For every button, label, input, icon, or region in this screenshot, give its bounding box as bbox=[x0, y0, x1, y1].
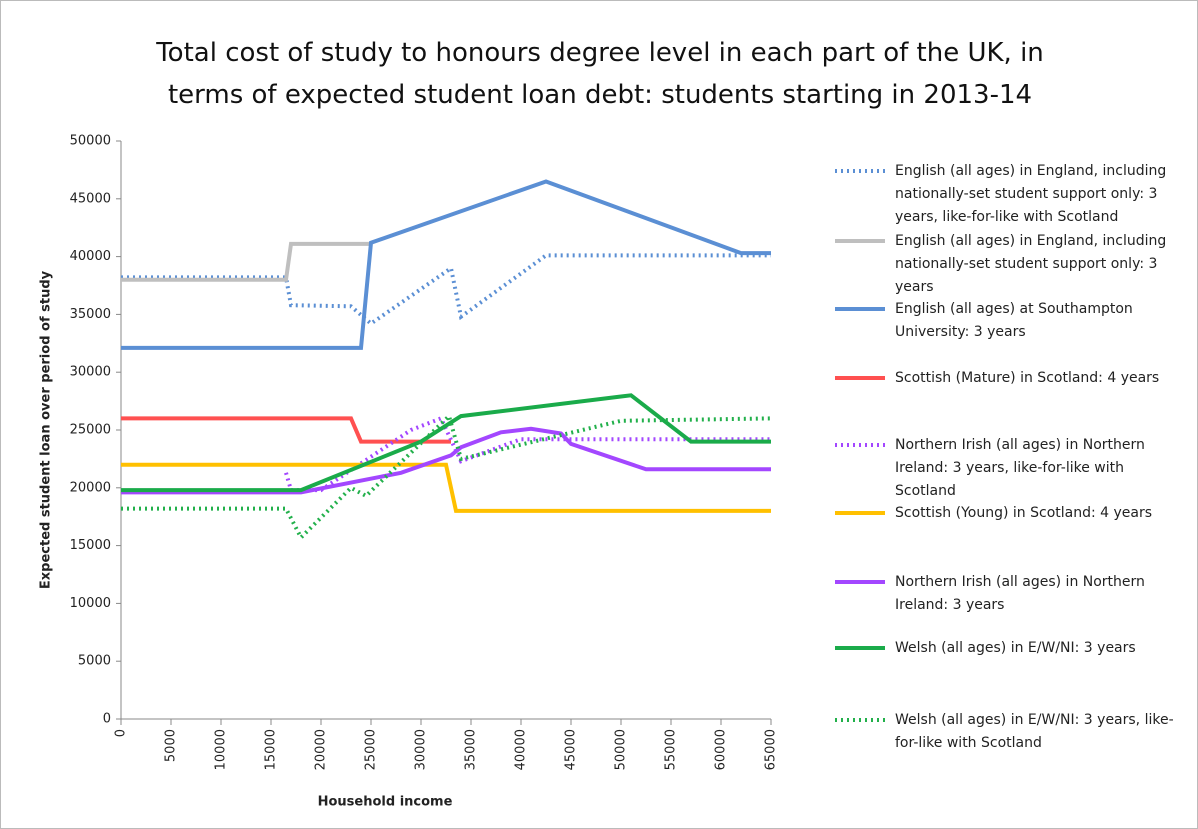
series-line bbox=[284, 415, 771, 493]
series-line bbox=[121, 393, 771, 493]
x-tick-label: 10000 bbox=[214, 729, 229, 770]
y-tick-label: 20000 bbox=[70, 480, 111, 495]
x-tick-label: 60000 bbox=[714, 729, 729, 770]
series-line bbox=[121, 416, 451, 444]
legend-label: Welsh (all ages) in E/W/NI: 3 years, lik… bbox=[895, 712, 1174, 751]
legend-label: English (all ages) in England, including… bbox=[895, 163, 1167, 225]
legend-label: Northern Irish (all ages) in Northern Ir… bbox=[895, 574, 1145, 613]
x-tick-label: 20000 bbox=[314, 729, 329, 770]
series-line bbox=[121, 426, 771, 495]
legend-label: English (all ages) at Southampton Univer… bbox=[895, 301, 1133, 340]
y-tick-label: 30000 bbox=[70, 365, 111, 380]
x-tick-label: 40000 bbox=[514, 729, 529, 770]
series-line bbox=[121, 412, 772, 541]
chart-title: Total cost of study to honours degree le… bbox=[156, 38, 1044, 110]
y-axis-label: Expected student loan over period of stu… bbox=[39, 270, 54, 589]
x-tick-label: 50000 bbox=[614, 729, 629, 770]
x-tick-label: 45000 bbox=[564, 729, 579, 770]
legend-label: English (all ages) in England, including… bbox=[895, 233, 1167, 295]
legend-label: Scottish (Mature) in Scotland: 4 years bbox=[895, 370, 1160, 386]
y-tick-label: 25000 bbox=[70, 423, 111, 438]
legend-label: Welsh (all ages) in E/W/NI: 3 years bbox=[895, 640, 1136, 656]
x-axis-label: Household income bbox=[318, 795, 453, 810]
y-tick-label: 50000 bbox=[70, 134, 111, 149]
x-tick-label: 0 bbox=[114, 729, 129, 737]
legend-label: Northern Irish (all ages) in Northern Ir… bbox=[895, 437, 1145, 499]
y-tick-label: 45000 bbox=[70, 191, 111, 206]
y-tick-label: 35000 bbox=[70, 307, 111, 322]
y-tick-label: 40000 bbox=[70, 249, 111, 264]
y-tick-label: 10000 bbox=[70, 596, 111, 611]
y-tick-label: 0 bbox=[103, 712, 111, 727]
x-tick-label: 65000 bbox=[764, 729, 779, 770]
y-tick-label: 5000 bbox=[78, 654, 111, 669]
x-tick-label: 30000 bbox=[414, 729, 429, 770]
x-tick-label: 35000 bbox=[464, 729, 479, 770]
series-line bbox=[121, 179, 771, 350]
series-line bbox=[121, 462, 771, 513]
series-line bbox=[121, 253, 771, 327]
y-tick-label: 15000 bbox=[70, 538, 111, 553]
series-line bbox=[121, 241, 371, 282]
x-tick-label: 5000 bbox=[164, 729, 179, 762]
x-tick-label: 15000 bbox=[264, 729, 279, 770]
legend-label: Scottish (Young) in Scotland: 4 years bbox=[895, 505, 1153, 521]
x-tick-label: 25000 bbox=[364, 729, 379, 770]
x-tick-label: 55000 bbox=[664, 729, 679, 770]
